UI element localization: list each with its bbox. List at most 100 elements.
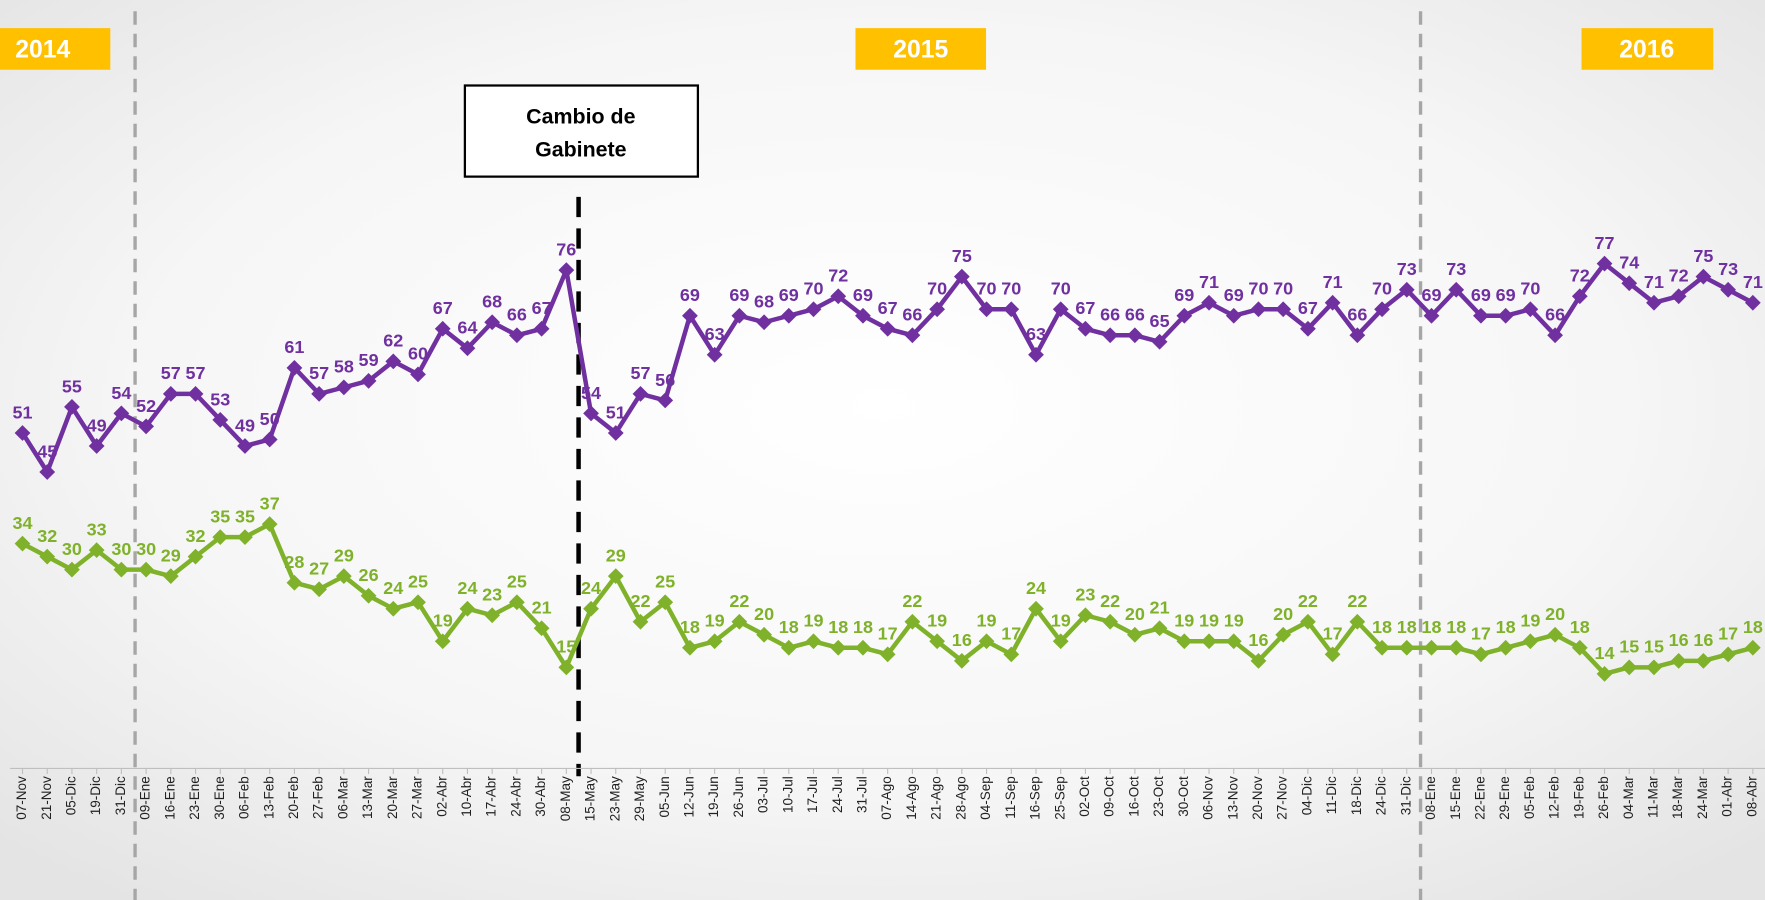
data-label: 58 — [334, 357, 354, 377]
point — [113, 405, 130, 422]
data-label: 59 — [359, 350, 379, 370]
x-tick-label: 16-Sep — [1028, 776, 1043, 820]
x-tick-label: 06-Mar — [335, 776, 350, 819]
x-tick-label: 17-Abr — [484, 776, 499, 817]
x-tick-label: 25-Sep — [1052, 776, 1067, 820]
data-label: 30 — [111, 539, 131, 559]
data-label: 53 — [210, 389, 230, 409]
data-label: 67 — [878, 298, 898, 318]
year-box — [0, 28, 111, 70]
x-tick-label: 08-Ene — [1423, 776, 1438, 820]
year-label: 2014 — [15, 36, 70, 63]
point — [434, 633, 451, 650]
data-label: 67 — [532, 298, 552, 318]
data-label: 68 — [482, 292, 502, 312]
data-label: 21 — [532, 598, 552, 618]
data-label: 15 — [556, 637, 576, 657]
data-label: 73 — [1718, 259, 1738, 279]
data-label: 17 — [878, 624, 898, 644]
x-tick-label: 21-Nov — [39, 776, 54, 820]
data-label: 50 — [260, 409, 280, 429]
point — [682, 639, 698, 656]
data-label: 72 — [1669, 266, 1689, 286]
x-tick-label: 26-Feb — [1596, 776, 1611, 819]
data-label: 70 — [1001, 279, 1021, 299]
x-tick-label: 31-Dic — [1398, 776, 1413, 815]
annotation: Gabinete — [535, 137, 627, 161]
data-label: 22 — [1298, 591, 1318, 611]
x-tick-label: 04-Mar — [1621, 776, 1636, 819]
point — [385, 600, 402, 617]
point — [1423, 307, 1440, 324]
x-tick-label: 24-Mar — [1695, 776, 1710, 819]
x-tick-label: 18-Mar — [1670, 776, 1685, 819]
x-tick-label: 17-Jul — [805, 776, 820, 813]
data-label: 64 — [457, 318, 477, 338]
x-tick-label: 19-Jun — [706, 776, 721, 817]
data-label: 51 — [12, 402, 32, 422]
data-label: 27 — [309, 559, 329, 579]
data-label: 70 — [927, 279, 947, 299]
point — [632, 613, 649, 630]
data-label: 70 — [1372, 279, 1392, 299]
point — [1621, 275, 1638, 292]
x-tick-label: 20-Feb — [286, 776, 301, 819]
data-label: 19 — [804, 611, 824, 631]
point — [1497, 639, 1514, 656]
point — [162, 386, 179, 402]
data-label: 66 — [1125, 305, 1145, 325]
point — [39, 548, 56, 565]
x-tick-label: 19-Dic — [88, 776, 103, 815]
x-tick-label: 13-Mar — [360, 776, 375, 819]
point — [1744, 639, 1761, 656]
data-label: 20 — [1273, 604, 1293, 624]
x-tick-label: 10-Abr — [459, 776, 474, 817]
point — [1176, 633, 1193, 650]
x-tick-label: 06-Nov — [1201, 776, 1216, 820]
point — [1423, 639, 1440, 656]
point — [583, 405, 599, 422]
data-label: 35 — [235, 506, 255, 526]
data-label: 66 — [507, 305, 527, 325]
annotation-box — [463, 84, 700, 178]
data-label: 30 — [62, 539, 82, 559]
data-label: 18 — [1496, 617, 1516, 637]
point — [1201, 633, 1217, 650]
x-tick-label: 20-Mar — [385, 776, 400, 819]
data-label: 57 — [161, 363, 181, 383]
point — [1003, 646, 1020, 663]
data-label: 30 — [136, 539, 156, 559]
point — [1028, 600, 1044, 617]
data-label: 17 — [1471, 624, 1491, 644]
data-label: 54 — [111, 383, 131, 403]
point — [360, 372, 377, 389]
point — [1275, 626, 1292, 643]
x-tick-label: 09-Ene — [138, 776, 153, 820]
point — [978, 301, 995, 318]
x-tick-label: 15-May — [583, 776, 598, 821]
data-label: 20 — [754, 604, 774, 624]
data-label: 19 — [1224, 611, 1244, 631]
x-tick-label: 23-Oct — [1151, 776, 1166, 817]
point — [335, 568, 352, 585]
x-tick-label: 29-Ene — [1497, 776, 1512, 820]
year-box — [855, 28, 987, 70]
point — [929, 301, 945, 318]
data-label: 19 — [705, 611, 725, 631]
data-label: 18 — [828, 617, 848, 637]
data-label: 69 — [1496, 285, 1516, 305]
data-label: 25 — [655, 572, 675, 592]
data-label: 51 — [606, 402, 626, 422]
data-label: 18 — [1743, 617, 1763, 637]
point — [1225, 633, 1242, 650]
data-label: 45 — [37, 441, 57, 461]
point — [335, 379, 352, 396]
point — [484, 607, 501, 624]
point — [756, 626, 772, 643]
data-label: 18 — [680, 617, 700, 637]
data-label: 16 — [1248, 630, 1268, 650]
point — [1003, 301, 1020, 318]
point — [805, 301, 822, 318]
point — [187, 548, 204, 565]
